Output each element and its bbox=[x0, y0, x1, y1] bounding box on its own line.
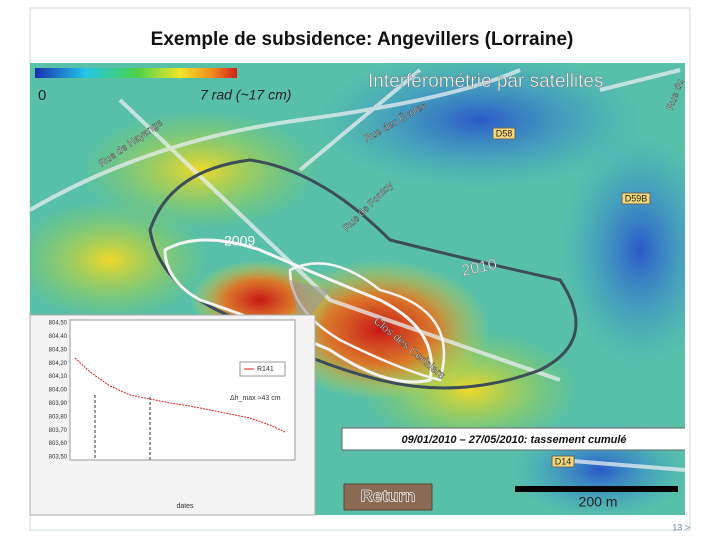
caption: 09/01/2010 – 27/05/2010: tassement cumul… bbox=[401, 434, 626, 446]
scale-max: 7 rad (~17 cm) bbox=[200, 87, 291, 103]
inset-y-tick: 803,50 bbox=[49, 455, 68, 461]
map-heading: Interférométrie par satellites bbox=[368, 71, 604, 92]
inset-y-tick: 804,40 bbox=[49, 334, 68, 340]
scale-min: 0 bbox=[38, 87, 46, 104]
inset-note: Δh_max ≈43 cm bbox=[230, 395, 281, 402]
button-label[interactable]: Return bbox=[360, 486, 416, 506]
page-number: 13 > bbox=[672, 522, 690, 532]
street-label: D58 bbox=[496, 128, 513, 138]
inset-y-tick: 804,50 bbox=[49, 321, 68, 327]
scalebar-label: 200 m bbox=[579, 494, 618, 510]
inset-xlabel: dates bbox=[176, 503, 194, 510]
button-bg[interactable] bbox=[343, 483, 433, 511]
inset-y-tick: 804,20 bbox=[49, 361, 68, 367]
inset-y-tick: 803,70 bbox=[49, 428, 68, 434]
inset-chart: 804,50 804,40 804,30 804,20 804,10 804,00 803,… bbox=[29, 314, 316, 516]
inset-y-tick: 804,30 bbox=[49, 347, 68, 353]
color-scale bbox=[35, 68, 237, 78]
inset-legend: R141 bbox=[257, 366, 274, 373]
inset-y-tick: 803,90 bbox=[49, 401, 68, 407]
inset-y-tick: 804,00 bbox=[49, 388, 68, 394]
zone-label: 2009 bbox=[224, 233, 255, 249]
return-button[interactable]: Return bbox=[343, 483, 433, 511]
street-label: D14 bbox=[555, 456, 572, 466]
inset-y-tick: 804,10 bbox=[49, 374, 68, 380]
street-label: D59B bbox=[625, 193, 648, 203]
inset-y-tick: 803,80 bbox=[49, 414, 68, 420]
title: Exemple de subsidence: Angevillers (Lorr… bbox=[151, 29, 574, 50]
caption-box bbox=[341, 427, 685, 451]
inset-y-tick: 803,60 bbox=[49, 441, 68, 447]
